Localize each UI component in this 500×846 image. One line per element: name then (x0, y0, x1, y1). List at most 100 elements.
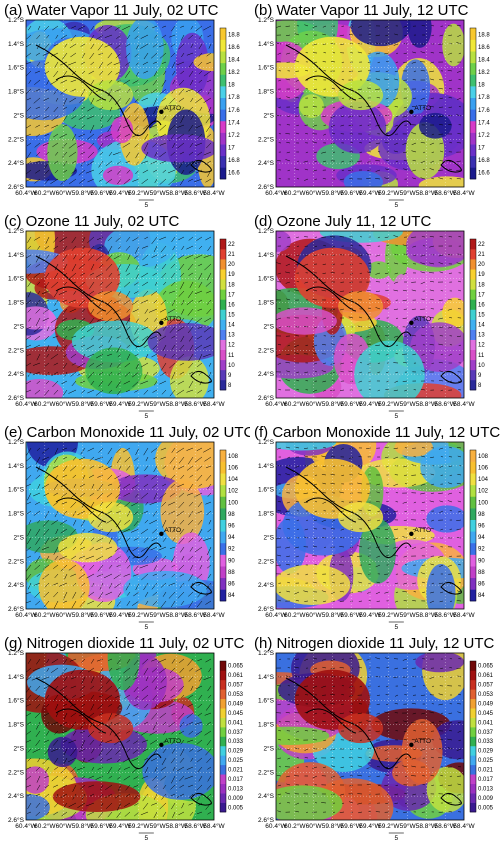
station-marker (409, 531, 414, 537)
colorbar-tick-label: 100 (228, 500, 239, 506)
colorbar-tick-label: 11 (478, 353, 485, 359)
y-tick-label: 2.2°S (8, 346, 25, 354)
gridlines (276, 231, 464, 398)
y-tick-label: 1.6°S (8, 697, 25, 705)
x-tick-label: 58.6°W (435, 400, 457, 408)
gridlines (26, 20, 214, 187)
y-tick-label: 2.6°S (258, 605, 275, 613)
colorbar-tick-label: 22 (228, 242, 235, 248)
land-contour (190, 159, 212, 173)
colorbar-tick-label: 0.005 (228, 805, 244, 811)
y-tick-label: 1.4°S (8, 251, 25, 259)
field-shading (276, 20, 464, 187)
y-tick-label: 2.2°S (8, 135, 25, 143)
colorbar-tick-label: 9 (478, 373, 482, 379)
wind-vectors (26, 447, 212, 609)
map-panel-a: (a) Water Vapor 11 July, 02 UTC ATTO 1.2°S… (0, 0, 250, 211)
x-tick-label: 59.6°W (341, 400, 363, 408)
map-panel-h: (h) Nitrogen dioxide 11 July, 12 UTC ATTO… (250, 633, 500, 844)
y-tick-label: 2°S (13, 744, 24, 752)
colorbar-tick-label: 9 (228, 373, 232, 379)
colorbar (469, 660, 477, 813)
x-tick-label: 60.2°W (284, 189, 306, 197)
reference-vector-label: 5 (145, 624, 149, 631)
gridlines (26, 442, 214, 609)
x-tick-label: 59.4°W (109, 822, 131, 830)
y-tick-label: 1.2°S (258, 438, 275, 446)
colorbar-tick-label: 0.061 (228, 673, 244, 679)
colorbar-tick-label: 10 (228, 363, 235, 369)
colorbar-tick-label: 102 (478, 489, 489, 495)
colorbar-tick-label: 88 (478, 570, 485, 576)
map-panel-svg: (e) Carbon Monoxide 11 July, 02 UTC ATTO 1… (4, 424, 250, 631)
colorbar-tick-label: 0.057 (228, 683, 244, 689)
station-marker (409, 109, 414, 115)
x-tick-label: 59.4°W (359, 822, 381, 830)
x-tick-label: 58.4°W (453, 822, 475, 830)
y-tick-label: 1.6°S (8, 486, 25, 494)
y-tick-label: 1.2°S (8, 438, 25, 446)
x-tick-label: 60.2°W (284, 400, 306, 408)
x-tick-label: 59.6°W (91, 822, 113, 830)
x-tick-label: 59°W (150, 611, 167, 619)
wind-vectors (276, 657, 462, 814)
y-tick-label: 1.6°S (8, 275, 25, 283)
colorbar-tick-label: 86 (478, 582, 485, 588)
colorbar-tick-label: 20 (228, 262, 235, 268)
colorbar-tick-label: 0.053 (228, 692, 244, 698)
colorbar-tick-label: 0.037 (478, 730, 494, 736)
map-panel-svg: (f) Carbon Monoxide 11 July, 12 UTC ATTO 1… (254, 424, 500, 631)
colorbar-tick-label: 0.065 (478, 664, 494, 670)
station-marker (159, 531, 164, 537)
colorbar-tick-label: 17.2 (228, 133, 240, 139)
x-tick-label: 59.4°W (109, 189, 131, 197)
y-tick-label: 1.2°S (258, 227, 275, 235)
colorbar-tick-label: 0.049 (228, 701, 244, 707)
x-tick-label: 59.8°W (322, 611, 344, 619)
colorbar-tick-label: 17.6 (478, 108, 490, 114)
field-shading (276, 442, 464, 609)
y-tick-label: 2.2°S (8, 768, 25, 776)
x-tick-label: 59.4°W (109, 611, 131, 619)
x-tick-label: 59.8°W (322, 400, 344, 408)
field-shading (26, 653, 214, 820)
colorbar-tick-label: 20 (478, 262, 485, 268)
y-tick-label: 1.2°S (258, 649, 275, 657)
colorbar-tick-label: 102 (228, 489, 239, 495)
x-tick-label: 59.6°W (91, 189, 113, 197)
x-tick-label: 59.2°W (128, 611, 150, 619)
station-marker (409, 320, 414, 326)
y-tick-label: 1.4°S (8, 462, 25, 470)
y-tick-label: 1.4°S (258, 673, 275, 681)
x-tick-label: 59.2°W (378, 611, 400, 619)
x-tick-label: 58.6°W (435, 822, 457, 830)
colorbar-tick-label: 19 (478, 272, 485, 278)
y-tick-label: 2.2°S (8, 557, 25, 565)
y-tick-label: 1.6°S (258, 486, 275, 494)
wind-vectors (26, 658, 212, 819)
colorbar-tick-label: 0.041 (478, 720, 494, 726)
colorbar-tick-label: 0.037 (228, 730, 244, 736)
x-tick-label: 60°W (306, 822, 323, 830)
field-shading (26, 442, 214, 609)
colorbar-tick-label: 0.053 (478, 692, 494, 698)
colorbar-tick-label: 0.009 (228, 796, 244, 802)
panel-title: (g) Nitrogen dioxide 11 July, 02 UTC (4, 635, 245, 652)
colorbar-tick-label: 18 (478, 83, 485, 89)
colorbar-tick-label: 11 (228, 353, 235, 359)
colorbar-tick-label: 90 (478, 558, 485, 564)
x-tick-label: 59°W (400, 611, 417, 619)
colorbar-tick-label: 18 (228, 282, 235, 288)
panel-title: (d) Ozone July 11, 12 UTC (254, 213, 431, 230)
x-tick-label: 59.8°W (72, 189, 94, 197)
colorbar-tick-label: 17.6 (228, 108, 240, 114)
panel-title: (f) Carbon Monoxide 11 July, 12 UTC (254, 424, 500, 441)
y-tick-label: 2.6°S (258, 183, 275, 191)
gridlines (26, 231, 214, 398)
x-tick-label: 58.4°W (203, 611, 225, 619)
y-tick-label: 1.4°S (258, 40, 275, 48)
colorbar (469, 449, 477, 602)
colorbar-tick-label: 19 (228, 272, 235, 278)
x-tick-label: 58.8°W (416, 400, 438, 408)
station-marker (409, 742, 414, 748)
